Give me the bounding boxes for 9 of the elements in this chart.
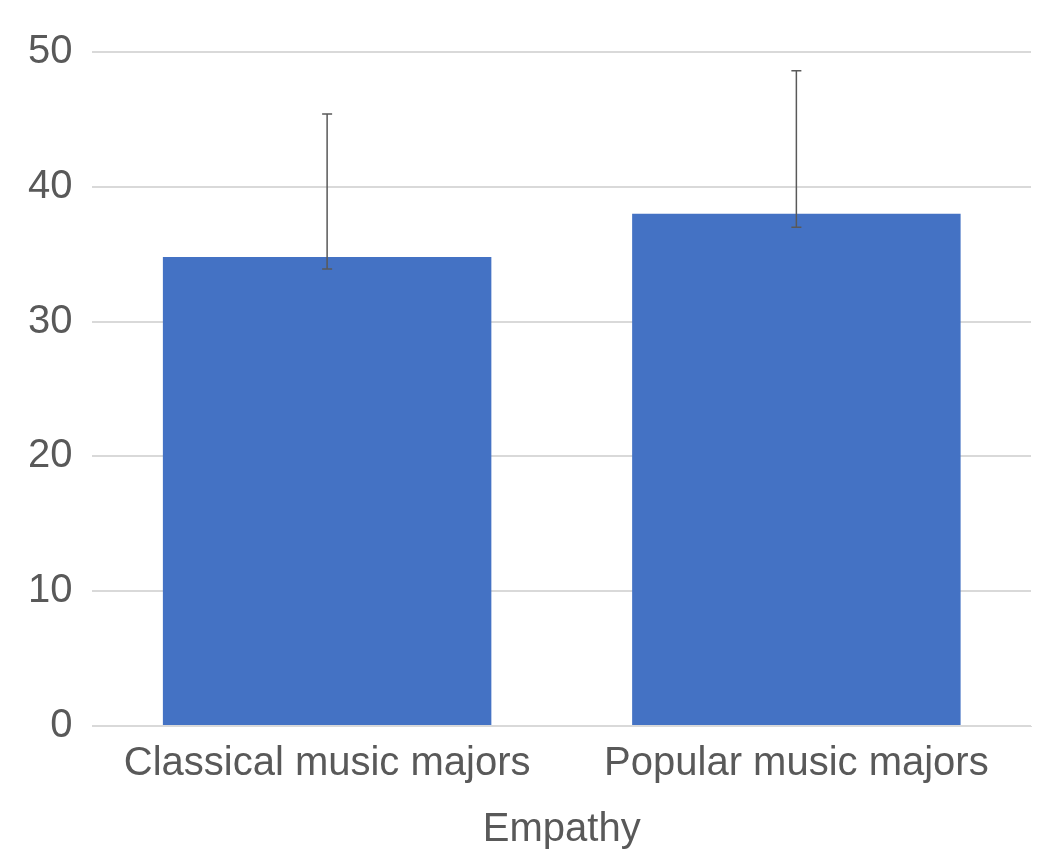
- x-axis-title: Empathy: [482, 805, 641, 850]
- y-tick-label: 50: [27, 27, 73, 72]
- y-tick-label: 0: [50, 701, 73, 746]
- x-tick-label: Popular music majors: [604, 739, 989, 784]
- x-tick-label: Classical music majors: [123, 739, 531, 784]
- y-tick-label: 30: [27, 296, 73, 341]
- y-tick-label: 40: [27, 161, 73, 206]
- y-tick-label: 20: [27, 431, 73, 476]
- y-tick-label: 10: [27, 566, 73, 611]
